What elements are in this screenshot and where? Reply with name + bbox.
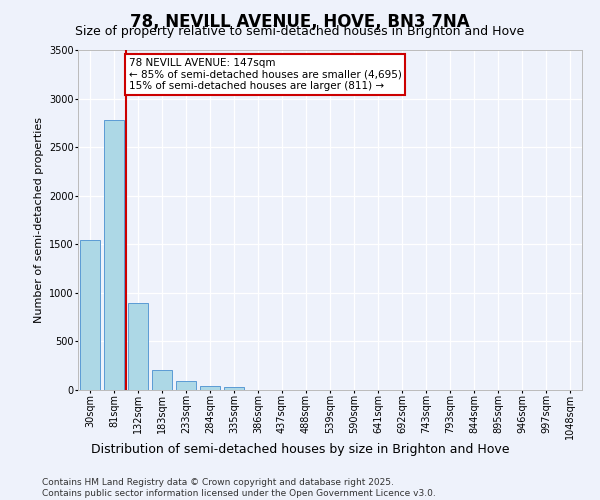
Text: 78 NEVILL AVENUE: 147sqm
← 85% of semi-detached houses are smaller (4,695)
15% o: 78 NEVILL AVENUE: 147sqm ← 85% of semi-d…	[129, 58, 402, 91]
Bar	[224, 387, 244, 390]
Bar	[104, 120, 124, 390]
Bar	[152, 370, 172, 390]
Text: Contains HM Land Registry data © Crown copyright and database right 2025.
Contai: Contains HM Land Registry data © Crown c…	[42, 478, 436, 498]
Bar	[200, 386, 220, 390]
Bar	[80, 240, 100, 390]
Text: Size of property relative to semi-detached houses in Brighton and Hove: Size of property relative to semi-detach…	[76, 25, 524, 38]
Text: Distribution of semi-detached houses by size in Brighton and Hove: Distribution of semi-detached houses by …	[91, 442, 509, 456]
Bar	[128, 302, 148, 390]
Y-axis label: Number of semi-detached properties: Number of semi-detached properties	[34, 117, 44, 323]
Bar	[176, 381, 196, 390]
Text: 78, NEVILL AVENUE, HOVE, BN3 7NA: 78, NEVILL AVENUE, HOVE, BN3 7NA	[130, 12, 470, 30]
